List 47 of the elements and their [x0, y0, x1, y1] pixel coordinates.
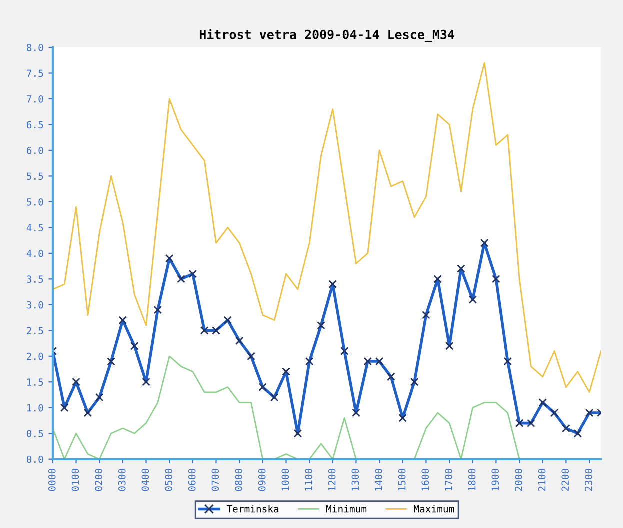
x-tick-label: 1800 — [468, 469, 476, 491]
x-tick-label: 0500 — [165, 469, 172, 492]
line-series — [52, 62, 602, 394]
y-tick-label: 1.0 — [28, 404, 44, 412]
x-tick-label: 1900 — [492, 469, 500, 491]
chart-title: Hitrost vetra 2009-04-14 Lesce_M34 — [200, 29, 454, 42]
x-tick-label: 1200 — [328, 469, 336, 491]
x-tick-label: 0400 — [142, 469, 150, 492]
x-tick-label: 2300 — [585, 469, 592, 492]
y-tick-label: 7.5 — [27, 70, 44, 78]
x-tick-label: 1700 — [445, 469, 452, 491]
y-tick-label: 2.5 — [27, 327, 44, 335]
x-tick-label: 1300 — [352, 469, 360, 491]
y-tick-label: 4.5 — [26, 224, 44, 232]
y-tick-label: 5.5 — [27, 172, 44, 180]
x-tick-label: 0000 — [48, 469, 56, 492]
x-tick-label: 1100 — [305, 469, 312, 491]
legend-label: Maximum — [414, 505, 454, 513]
x-tick-label: 2200 — [562, 469, 570, 492]
legend-label: Minimum — [326, 505, 367, 513]
x-tick-label: 1400 — [375, 469, 382, 491]
x-tick-label: 0600 — [188, 469, 196, 492]
y-tick-label: 4.0 — [26, 250, 44, 258]
y-tick-label: 0.5 — [27, 430, 44, 438]
x-tick-label: 0100 — [72, 469, 80, 492]
y-tick-label: 3.5 — [27, 276, 44, 284]
y-tick-label: 8.0 — [26, 44, 44, 52]
x-tick-label: 1600 — [422, 469, 430, 491]
x-tick-label: 2000 — [515, 469, 522, 492]
x-tick-label: 0900 — [258, 469, 266, 492]
y-tick-label: 2.0 — [27, 352, 44, 360]
x-tick-label: 0800 — [235, 469, 242, 492]
x-tick-label: 0700 — [212, 469, 220, 492]
y-tick-label: 6.5 — [27, 121, 44, 129]
y-tick-label: 1.5 — [28, 378, 44, 386]
y-tick-label: 7.0 — [27, 96, 44, 103]
x-tick-label: 0200 — [95, 469, 102, 492]
line-series — [52, 356, 520, 460]
y-tick-label: 5.0 — [27, 198, 44, 206]
x-tick-label: 0300 — [118, 469, 126, 492]
legend-label: Terminska — [226, 505, 279, 513]
x-tick-label: 1000 — [282, 469, 290, 491]
x-tick-label: 1500 — [398, 469, 406, 491]
y-tick-label: 6.0 — [27, 146, 44, 154]
x-tick-label: 2100 — [538, 469, 546, 492]
y-tick-label: 0.0 — [27, 456, 44, 464]
y-tick-label: 3.0 — [27, 301, 44, 309]
